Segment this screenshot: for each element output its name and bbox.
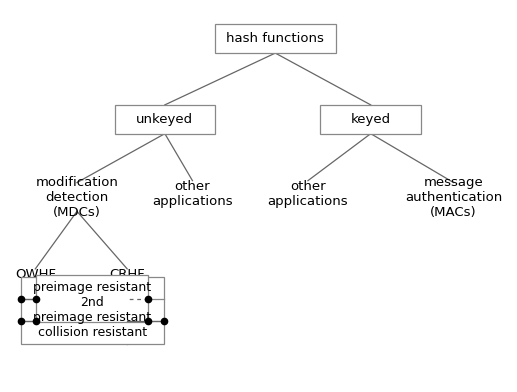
Bar [36,276,148,323]
Bar [215,24,336,53]
Text: collision resistant: collision resistant [38,326,147,339]
Text: message
authentication
(MACs): message authentication (MACs) [405,176,502,220]
Bar [321,105,421,134]
Text: other
applications: other applications [152,180,233,208]
Text: preimage resistant: preimage resistant [33,281,151,294]
Text: 2nd
preimage resistant: 2nd preimage resistant [33,296,151,324]
Text: OWHF: OWHF [15,268,56,281]
Text: other
applications: other applications [268,180,348,208]
Text: unkeyed: unkeyed [136,113,193,126]
Bar [115,105,215,134]
Text: keyed: keyed [351,113,391,126]
Text: hash functions: hash functions [226,32,324,45]
Bar [21,277,164,344]
Text: CRHF: CRHF [109,268,145,281]
Text: modification
detection
(MDCs): modification detection (MDCs) [36,176,118,220]
